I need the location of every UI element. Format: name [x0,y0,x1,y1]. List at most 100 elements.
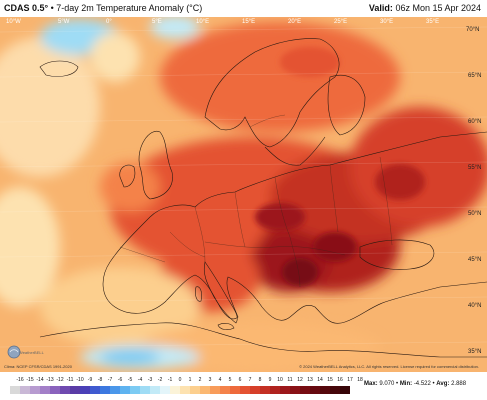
colorbar-tick-label: -10 [76,377,84,383]
colorbar-swatch [200,386,210,394]
lat-label: 50°N [468,211,482,217]
colorbar-tick-labels: -16 -15 -14 -13 -12 -11 -10 -9 -8 -7 -6 -5 -4 -3 -2 -1 0… [10,377,362,385]
colorbar-tick-label: -9 [87,377,93,383]
colorbar-tick-label: 9 [268,377,272,383]
climatology-credit: Clima: NCEP CFSR/CDAS 1991-2020 [4,364,72,369]
colorbar-swatch [210,386,220,394]
colorbar-tick-label: -7 [107,377,113,383]
colorbar-swatch [320,386,330,394]
lat-label: 40°N [468,303,482,309]
colorbar-swatch [180,386,190,394]
colorbar-swatch [50,386,60,394]
colorbar-swatch [280,386,290,394]
colorbar-swatch [100,386,110,394]
colorbar-tick-label: 17 [347,377,353,383]
colorbar-swatch [220,386,230,394]
colorbar-swatch [80,386,90,394]
colorbar-tick-label: 16 [337,377,343,383]
max-label: Max: [364,381,378,387]
colorbar-tick-label: -16 [16,377,24,383]
colorbar-swatch [190,386,200,394]
colorbar-tick-label: 5 [228,377,232,383]
colorbar-swatch [60,386,70,394]
colorbar-tick-label: -5 [127,377,133,383]
field-statistics: Max: 9.070 • Min: -4.522 • Avg: 2.888 [364,381,467,387]
colorbar-tick-label: -14 [36,377,44,383]
title-bar: CDAS 0.5° • 7-day 2m Temperature Anomaly… [0,0,487,17]
avg-label: Avg: [436,381,450,387]
anomaly-shading [0,17,487,372]
valid-time: Valid: 06z Mon 15 Apr 2024 [369,3,481,13]
lon-label: 35°E [426,19,440,25]
min-label: Min: [399,381,413,387]
colorbar-tick-label: -6 [117,377,123,383]
avg-value: 2.888 [451,381,467,387]
colorbar-swatch [340,386,350,394]
country-borders [119,114,393,288]
colorbar-tick-label: -3 [147,377,153,383]
anomaly-map [0,17,487,372]
colorbar-tick-label: 8 [258,377,262,383]
max-value: 9.070 [379,381,395,387]
colorbar-swatch [40,386,50,394]
colorbar-tick-label: 18 [357,377,363,383]
lat-label: 70°N [466,27,480,33]
colorbar-swatch [140,386,150,394]
product-description: • 7-day 2m Temperature Anomaly (°C) [50,3,203,13]
min-value: -4.522 [413,381,431,387]
lat-label: 60°N [468,119,482,125]
colorbar-swatch [330,386,340,394]
colorbar-swatch [30,386,40,394]
copyright-notice: © 2024 WeatherBELL Analytics, LLC. All r… [299,364,479,369]
colorbar-tick-label: 2 [198,377,202,383]
colorbar-tick-label: 6 [238,377,242,383]
colorbar-tick-label: -1 [167,377,173,383]
colorbar-tick-label: -15 [26,377,34,383]
lat-label: 35°N [468,349,482,355]
lon-label: 10°W [6,19,21,25]
lat-label: 45°N [468,257,482,263]
valid-label: Valid: [368,3,393,13]
colorbar-swatch [170,386,180,394]
map-title: CDAS 0.5° • 7-day 2m Temperature Anomaly… [4,3,202,13]
colorbar [10,386,350,394]
colorbar-tick-label: 1 [188,377,192,383]
colorbar-swatch [270,386,280,394]
colorbar-tick-label: 3 [208,377,212,383]
lon-label: 5°E [152,19,162,25]
graticule [0,26,487,348]
lon-label: 0° [106,19,112,25]
colorbar-tick-label: 7 [248,377,252,383]
colorbar-tick-label: -2 [157,377,163,383]
colorbar-swatch [70,386,80,394]
colorbar-swatch [130,386,140,394]
colorbar-tick-label: 4 [218,377,222,383]
coastlines [39,38,487,358]
logo-text: WeatherBELL [19,350,44,355]
colorbar-swatch [10,386,20,394]
colorbar-tick-label: 13 [307,377,313,383]
colorbar-swatch [150,386,160,394]
lat-label: 55°N [468,165,482,171]
colorbar-tick-label: -13 [46,377,54,383]
colorbar-tick-label: 10 [277,377,283,383]
lon-label: 10°E [196,19,210,25]
colorbar-tick-label: -11 [66,377,74,383]
model-name: CDAS 0.5° [4,3,49,13]
lon-label: 15°E [242,19,256,25]
colorbar-swatch [250,386,260,394]
colorbar-tick-label: 14 [317,377,323,383]
colorbar-swatch [290,386,300,394]
lon-label: 25°E [334,19,348,25]
colorbar-tick-label: -12 [56,377,64,383]
colorbar-tick-label: -8 [97,377,103,383]
colorbar-swatch [260,386,270,394]
colorbar-swatch [120,386,130,394]
anomaly-hotspots [255,47,425,286]
colorbar-tick-label: 0 [178,377,182,383]
colorbar-swatch [240,386,250,394]
weatherbell-logo [7,345,21,359]
colorbar-swatch [160,386,170,394]
colorbar-swatch [90,386,100,394]
colorbar-swatch [110,386,120,394]
